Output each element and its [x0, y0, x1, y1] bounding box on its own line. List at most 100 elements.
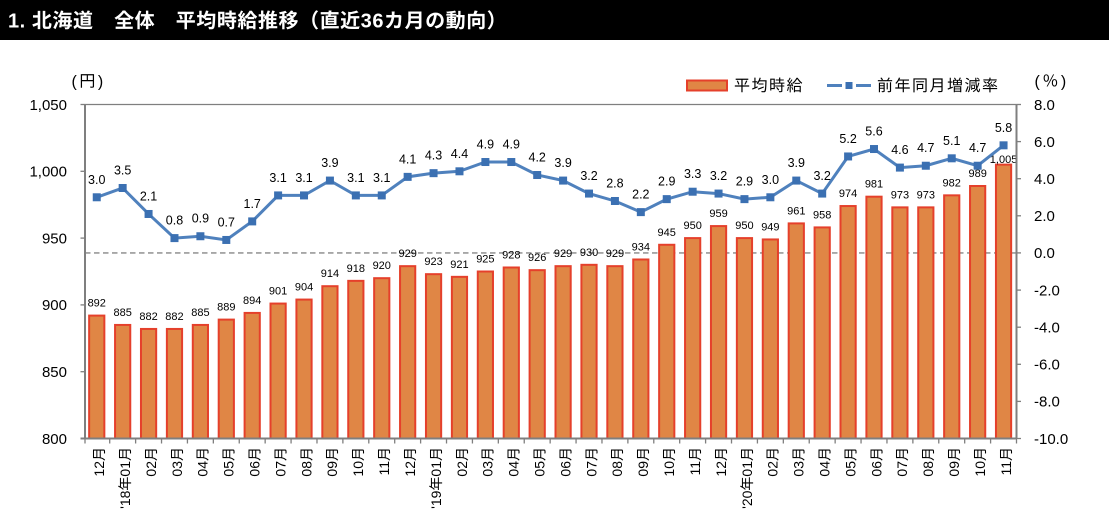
svg-text:914: 914 [321, 268, 339, 280]
svg-text:04月: 04月 [816, 447, 832, 477]
svg-text:09月: 09月 [946, 447, 962, 477]
svg-text:08月: 08月 [920, 447, 936, 477]
svg-text:-6.0: -6.0 [1034, 357, 1060, 374]
svg-text:4.9: 4.9 [477, 138, 494, 152]
svg-text:3.5: 3.5 [114, 164, 131, 178]
svg-text:4.7: 4.7 [969, 141, 986, 155]
svg-text:959: 959 [709, 208, 727, 220]
svg-text:08月: 08月 [298, 447, 314, 477]
svg-text:920: 920 [373, 260, 391, 272]
svg-text:3.0: 3.0 [88, 173, 105, 187]
svg-text:989: 989 [968, 168, 986, 180]
svg-text:5.2: 5.2 [839, 132, 856, 146]
svg-text:10月: 10月 [661, 447, 677, 477]
svg-text:950: 950 [683, 220, 701, 232]
svg-text:3.1: 3.1 [295, 171, 312, 185]
svg-text:09月: 09月 [635, 447, 651, 477]
svg-text:'18年01月: '18年01月 [117, 447, 133, 509]
svg-text:5.1: 5.1 [943, 134, 960, 148]
svg-text:3.9: 3.9 [554, 156, 571, 170]
svg-text:958: 958 [813, 209, 831, 221]
svg-text:4.7: 4.7 [917, 141, 934, 155]
svg-text:3.9: 3.9 [321, 156, 338, 170]
svg-text:923: 923 [424, 256, 442, 268]
svg-text:11月: 11月 [376, 447, 392, 476]
svg-text:04月: 04月 [506, 447, 522, 477]
svg-text:06月: 06月 [247, 447, 263, 477]
svg-text:10月: 10月 [972, 447, 988, 477]
svg-text:3.2: 3.2 [813, 169, 830, 183]
svg-text:2.9: 2.9 [736, 175, 753, 189]
svg-text:945: 945 [658, 227, 676, 239]
svg-text:3.1: 3.1 [269, 171, 286, 185]
svg-text:930: 930 [580, 247, 598, 259]
svg-text:882: 882 [165, 311, 183, 323]
svg-text:07月: 07月 [272, 447, 288, 477]
svg-text:02月: 02月 [765, 447, 781, 477]
svg-text:3.2: 3.2 [580, 169, 597, 183]
svg-text:07月: 07月 [894, 447, 910, 477]
svg-text:928: 928 [502, 249, 520, 261]
svg-text:4.9: 4.9 [503, 138, 520, 152]
svg-text:949: 949 [761, 221, 779, 233]
svg-text:2.1: 2.1 [140, 189, 157, 203]
svg-text:11月: 11月 [687, 447, 703, 476]
svg-text:3.0: 3.0 [762, 173, 779, 187]
svg-text:3.1: 3.1 [373, 171, 390, 185]
svg-text:961: 961 [787, 205, 805, 217]
svg-text:05月: 05月 [221, 447, 237, 477]
svg-text:10月: 10月 [350, 447, 366, 477]
svg-text:-4.0: -4.0 [1034, 320, 1060, 337]
svg-text:03月: 03月 [169, 447, 185, 477]
svg-text:05月: 05月 [532, 447, 548, 477]
svg-text:925: 925 [476, 254, 494, 266]
svg-text:973: 973 [891, 189, 909, 201]
svg-text:894: 894 [243, 295, 261, 307]
svg-text:882: 882 [139, 311, 157, 323]
svg-text:3.1: 3.1 [347, 171, 364, 185]
svg-text:2.0: 2.0 [1034, 208, 1055, 225]
svg-text:05月: 05月 [842, 447, 858, 477]
svg-text:892: 892 [88, 298, 106, 310]
svg-text:4.6: 4.6 [891, 143, 908, 157]
svg-text:03月: 03月 [480, 447, 496, 477]
svg-text:929: 929 [554, 248, 572, 260]
svg-text:(円): (円) [72, 74, 106, 91]
svg-text:921: 921 [450, 259, 468, 271]
svg-text:12月: 12月 [91, 447, 107, 477]
svg-text:4.4: 4.4 [451, 147, 468, 161]
svg-text:981: 981 [865, 179, 883, 191]
svg-text:'20年01月: '20年01月 [739, 447, 755, 509]
svg-text:0.9: 0.9 [192, 212, 209, 226]
svg-text:04月: 04月 [195, 447, 211, 477]
svg-text:0.0: 0.0 [1034, 245, 1055, 262]
svg-text:06月: 06月 [557, 447, 573, 477]
svg-text:4.1: 4.1 [399, 152, 416, 166]
svg-text:2.9: 2.9 [658, 175, 675, 189]
svg-text:1. 北海道 全体 平均時給推移（直近36カ月の動向）: 1. 北海道 全体 平均時給推移（直近36カ月の動向） [8, 10, 507, 33]
svg-text:982: 982 [943, 177, 961, 189]
svg-text:1,005: 1,005 [990, 154, 1018, 166]
svg-text:8.0: 8.0 [1034, 97, 1055, 114]
svg-text:-10.0: -10.0 [1034, 431, 1068, 448]
svg-text:885: 885 [191, 307, 209, 319]
svg-text:06月: 06月 [868, 447, 884, 477]
svg-text:885: 885 [113, 307, 131, 319]
svg-text:09月: 09月 [324, 447, 340, 477]
svg-text:5.8: 5.8 [995, 121, 1012, 135]
svg-text:-8.0: -8.0 [1034, 394, 1060, 411]
svg-text:1,000: 1,000 [29, 164, 67, 181]
svg-text:901: 901 [269, 286, 287, 298]
svg-text:4.0: 4.0 [1034, 171, 1055, 188]
svg-text:11月: 11月 [998, 447, 1014, 476]
svg-text:5.6: 5.6 [865, 125, 882, 139]
svg-text:4.2: 4.2 [529, 151, 546, 165]
svg-text:950: 950 [735, 220, 753, 232]
svg-text:934: 934 [632, 241, 650, 253]
svg-text:0.7: 0.7 [218, 215, 235, 229]
svg-text:4.3: 4.3 [425, 149, 442, 163]
svg-text:12月: 12月 [713, 447, 729, 477]
svg-text:02月: 02月 [454, 447, 470, 477]
svg-text:850: 850 [42, 364, 67, 381]
svg-text:929: 929 [398, 248, 416, 260]
